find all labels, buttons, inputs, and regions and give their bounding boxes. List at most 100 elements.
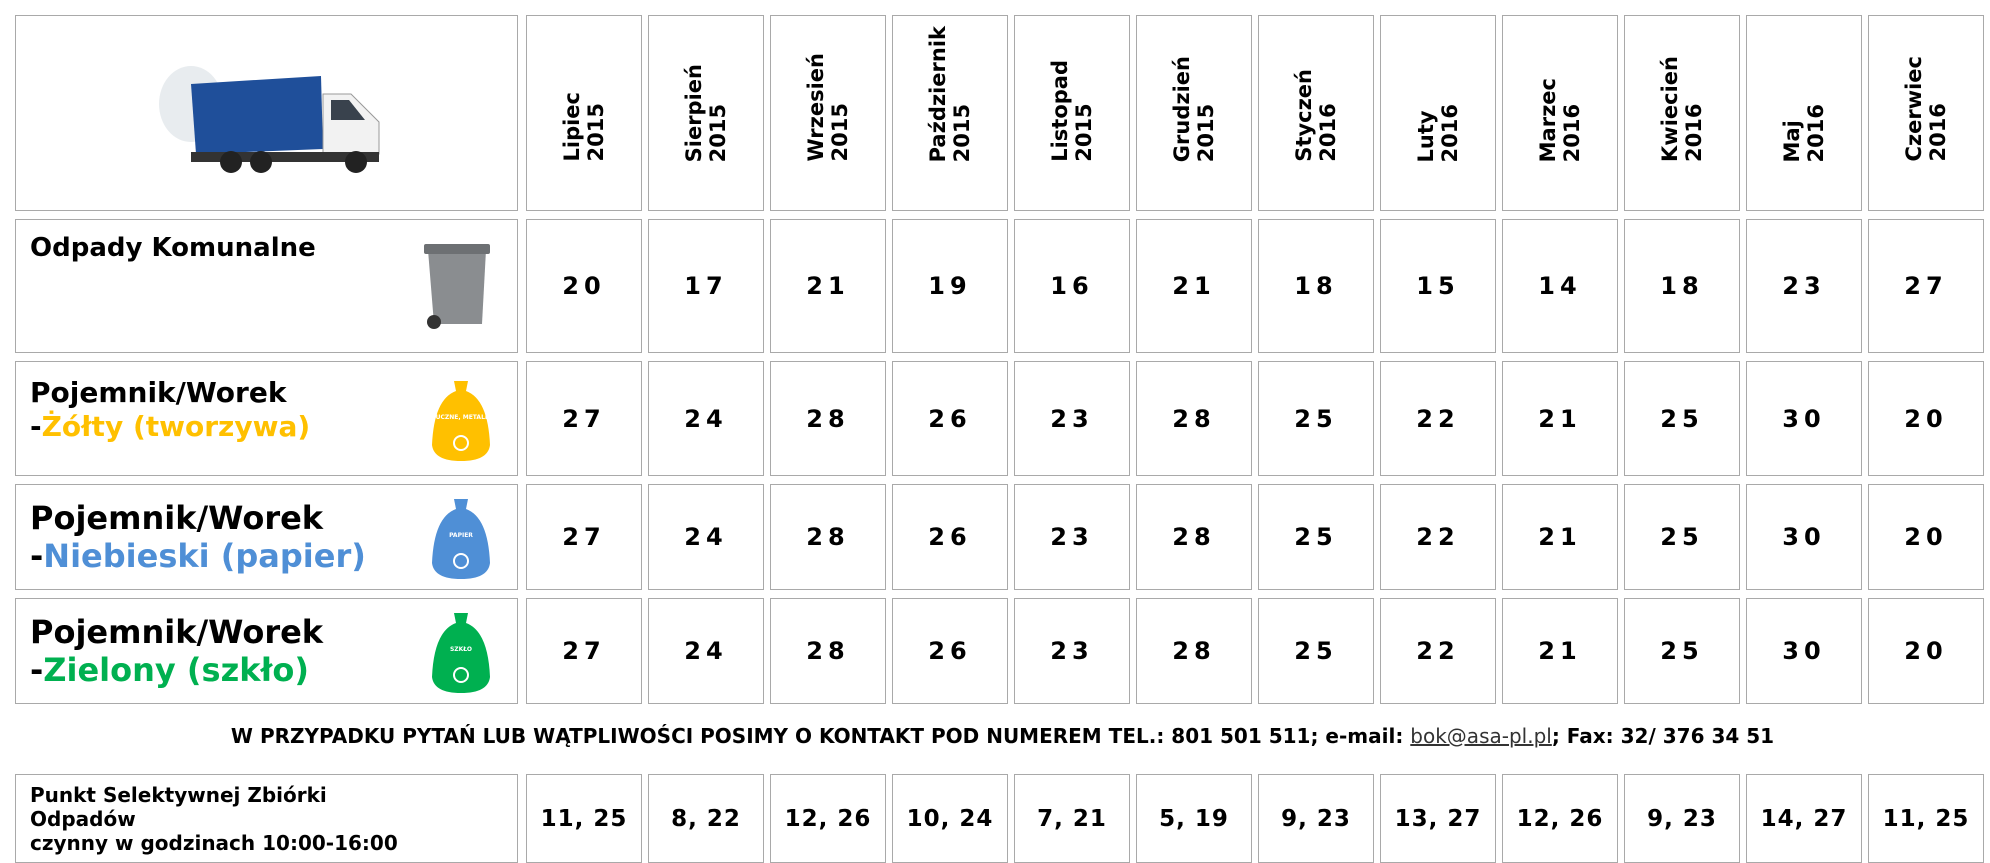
collection-day: 28	[1136, 484, 1252, 590]
punkt-dates: 7, 21	[1014, 774, 1130, 863]
dates-text: 9, 23	[1647, 806, 1717, 832]
month-year: 2016	[1316, 69, 1340, 162]
day-value: 23	[1050, 405, 1093, 433]
collection-day: 25	[1258, 361, 1374, 476]
month-year: 2015	[828, 53, 852, 162]
collection-day: 21	[1502, 361, 1618, 476]
collection-day: 28	[770, 484, 886, 590]
collection-day: 23	[1014, 484, 1130, 590]
day-value: 20	[1904, 637, 1947, 665]
day-value: 30	[1782, 405, 1825, 433]
dates-text: 9, 23	[1281, 806, 1351, 832]
collection-day: 30	[1746, 484, 1862, 590]
day-value: 25	[1660, 523, 1703, 551]
bag-icon: PAPIER	[426, 493, 496, 583]
collection-day: 28	[770, 361, 886, 476]
collection-day: 30	[1746, 598, 1862, 704]
collection-day: 24	[648, 484, 764, 590]
email-link[interactable]: bok@asa-pl.pl	[1410, 724, 1552, 748]
month-year: 2015	[1194, 56, 1218, 162]
truck-icon	[151, 54, 391, 174]
dates-text: 11, 25	[541, 806, 628, 832]
punkt-dates: 12, 26	[1502, 774, 1618, 863]
bag-label: PAPIER	[449, 532, 473, 539]
collection-day: 24	[648, 361, 764, 476]
prefix: -	[30, 651, 43, 689]
collection-day: 27	[526, 484, 642, 590]
dates-text: 12, 26	[785, 806, 872, 832]
day-value: 20	[1904, 523, 1947, 551]
day-value: 15	[1416, 272, 1459, 300]
collection-day: 22	[1380, 598, 1496, 704]
prefix: -	[30, 410, 42, 443]
bag-icon: SZKŁO	[426, 607, 496, 697]
month-name: Czerwiec	[1902, 56, 1926, 162]
collection-day: 20	[1868, 484, 1984, 590]
day-value: 24	[684, 637, 727, 665]
notice-fax: ; Fax: 32/ 376 34 51	[1552, 724, 1774, 748]
punkt-dates: 8, 22	[648, 774, 764, 863]
row-label-main: Pojemnik/Worek	[30, 613, 323, 651]
month-name: Październik	[926, 26, 950, 162]
collection-day: 21	[770, 219, 886, 353]
collection-day: 28	[1136, 361, 1252, 476]
day-value: 28	[1172, 637, 1215, 665]
row-label-sub: -Niebieski (papier)	[30, 537, 366, 575]
month-name: Styczeń	[1292, 69, 1316, 162]
day-value: 28	[806, 637, 849, 665]
collection-day: 27	[526, 598, 642, 704]
collection-day: 25	[1624, 361, 1740, 476]
month-year: 2015	[584, 92, 608, 162]
row-label-sub: -Żółty (tworzywa)	[30, 410, 310, 444]
row-label-main: Odpady Komunalne	[30, 232, 316, 264]
day-value: 25	[1294, 637, 1337, 665]
dates-text: 10, 24	[907, 806, 994, 832]
day-value: 21	[1538, 637, 1581, 665]
prefix: -	[30, 537, 43, 575]
day-value: 28	[1172, 523, 1215, 551]
collection-day: 22	[1380, 361, 1496, 476]
day-value: 27	[562, 637, 605, 665]
day-value: 20	[562, 272, 605, 300]
month-name: Maj	[1780, 104, 1804, 162]
punkt-dates: 11, 25	[1868, 774, 1984, 863]
row-label-cell: Odpady Komunalne	[15, 219, 518, 353]
collection-day: 25	[1258, 484, 1374, 590]
collection-day: 19	[892, 219, 1008, 353]
day-value: 20	[1904, 405, 1947, 433]
waste-type: Niebieski (papier)	[43, 537, 366, 575]
bag-icon: TWORZYWA SZTUCZNE, METALE I OPAKOWANIA	[426, 375, 496, 465]
month-name: Kwiecień	[1658, 56, 1682, 162]
collection-day: 26	[892, 598, 1008, 704]
month-name: Listopad	[1048, 60, 1072, 162]
row-label: Pojemnik/Worek-Niebieski (papier)	[30, 499, 366, 575]
punkt-label-line: Punkt Selektywnej Zbiórki	[30, 783, 398, 807]
day-value: 30	[1782, 523, 1825, 551]
day-value: 28	[806, 523, 849, 551]
month-year: 2016	[1560, 78, 1584, 162]
day-value: 21	[1538, 405, 1581, 433]
collection-day: 26	[892, 484, 1008, 590]
day-value: 14	[1538, 272, 1581, 300]
bin-icon	[416, 240, 496, 330]
collection-day: 23	[1746, 219, 1862, 353]
dates-text: 12, 26	[1517, 806, 1604, 832]
collection-day: 21	[1502, 484, 1618, 590]
collection-day: 16	[1014, 219, 1130, 353]
punkt-dates: 14, 27	[1746, 774, 1862, 863]
day-value: 26	[928, 637, 971, 665]
